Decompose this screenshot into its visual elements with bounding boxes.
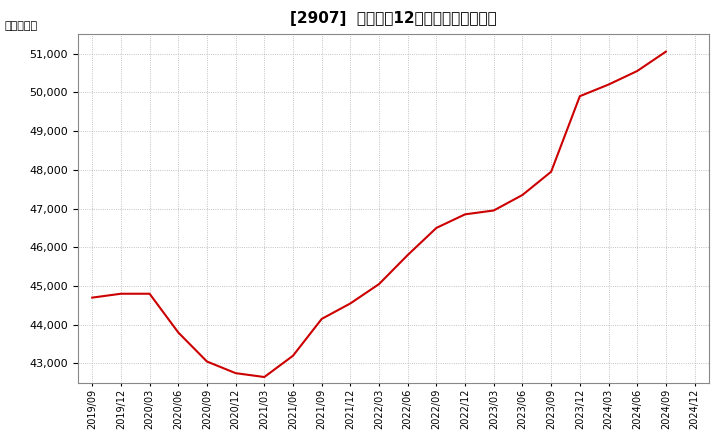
Y-axis label: （百万円）: （百万円） xyxy=(4,21,37,31)
Title: [2907]  売上高の12か月移動合計の推移: [2907] 売上高の12か月移動合計の推移 xyxy=(290,11,497,26)
